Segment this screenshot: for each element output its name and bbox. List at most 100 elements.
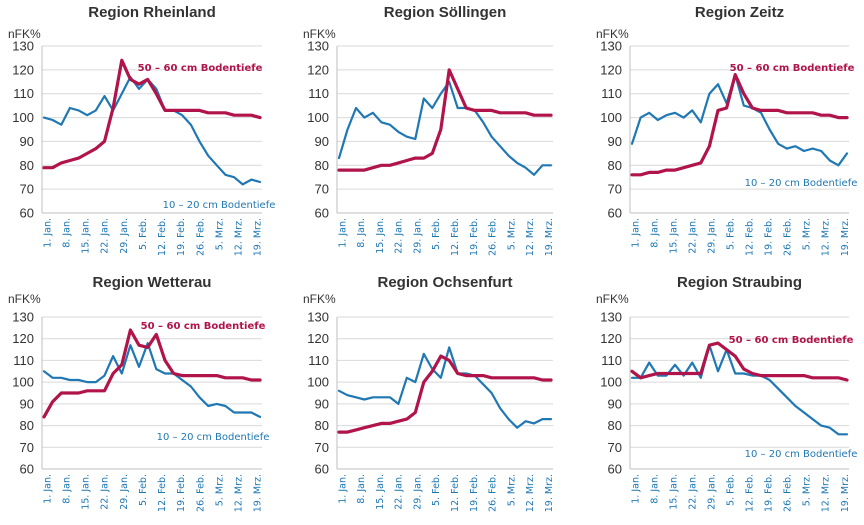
y-tick-label: 100 [12, 375, 34, 390]
y-tick-label: 120 [600, 62, 622, 77]
x-tick-label: 12. Feb. [745, 474, 756, 512]
x-tick-label: 15. Jan. [375, 218, 386, 254]
x-tick-label: 26. Feb. [783, 474, 794, 512]
x-tick-label: 12. Feb. [157, 218, 168, 256]
x-tick-label: 26. Feb. [195, 474, 206, 512]
x-tick-label: 12. Mrz. [821, 474, 832, 512]
series-line-50-60cm [630, 72, 849, 177]
y-tick-label: 80 [20, 418, 34, 433]
x-tick-label: 1. Jan. [630, 474, 641, 504]
y-tick-label: 90 [608, 396, 622, 411]
x-tick-label: 22. Jan. [687, 474, 698, 510]
x-tick-label: 8. Jan. [356, 474, 367, 504]
y-tick-label: 120 [12, 331, 34, 346]
x-tick-label: 12. Mrz. [525, 474, 536, 512]
series-line-50-60cm [42, 328, 262, 419]
x-tick-label: 19. Feb. [469, 474, 480, 512]
y-tick-label: 90 [315, 134, 329, 149]
x-tick-label: 5. Mrz. [802, 218, 813, 250]
y-tick-label: 110 [13, 353, 34, 368]
y-tick-label: 70 [20, 440, 34, 455]
x-tick-label: 1. Jan. [337, 474, 348, 504]
y-tick-label: 100 [307, 375, 329, 390]
chart-title: Region Zeitz [695, 4, 784, 21]
x-tick-label: 12. Mrz. [821, 218, 832, 256]
x-tick-label: 5. Mrz. [506, 218, 517, 250]
x-tick-label: 26. Feb. [488, 474, 499, 512]
x-tick-label: 1. Jan. [42, 218, 53, 248]
y-tick-label: 110 [308, 353, 329, 368]
series-line-10-20cm [630, 344, 849, 436]
x-tick-label: 15. Jan. [668, 218, 679, 254]
series-line-10-20cm [42, 75, 262, 186]
x-tick-label: 19. Feb. [469, 218, 480, 256]
annotation-10-20cm: 10 – 20 cm Bodentiefe [745, 449, 858, 460]
x-tick-label: 29. Jan. [119, 218, 130, 254]
y-tick-label: 90 [315, 396, 329, 411]
x-tick-label: 29. Jan. [119, 474, 130, 510]
y-tick-label: 110 [601, 86, 622, 101]
series-line-50-60cm [630, 341, 849, 382]
x-tick-label: 12. Feb. [450, 218, 461, 256]
x-tick-label: 19. Mrz. [840, 218, 851, 256]
y-tick-label: 110 [308, 86, 329, 101]
y-tick-label: 100 [600, 110, 622, 125]
x-tick-label: 26. Feb. [195, 218, 206, 256]
x-tick-label: 5. Mrz. [214, 218, 225, 250]
chart-panel: Region Söllingen nFK% 60 70 80 90 100 110 120 130… [303, 4, 555, 256]
x-tick-label: 15. Jan. [668, 474, 679, 510]
y-tick-label: 60 [608, 462, 622, 477]
chart-panel: Region Rheinland nFK% 60 70 80 90 100 110 120 130… [8, 4, 275, 256]
y-tick-label: 130 [307, 39, 329, 54]
x-tick-label: 19. Mrz. [840, 474, 851, 512]
x-tick-label: 29. Jan. [706, 218, 717, 254]
y-tick-label: 90 [20, 134, 34, 149]
x-tick-label: 19. Mrz. [253, 474, 264, 512]
x-tick-label: 22. Jan. [687, 218, 698, 254]
x-tick-label: 12. Mrz. [234, 474, 245, 512]
x-tick-label: 22. Jan. [394, 218, 405, 254]
x-tick-label: 15. Jan. [81, 218, 92, 254]
x-tick-label: 5. Feb. [431, 474, 442, 506]
y-tick-label: 100 [600, 375, 622, 390]
y-tick-label: 80 [315, 418, 329, 433]
x-tick-label: 15. Jan. [375, 474, 386, 510]
y-axis-unit: nFK% [596, 292, 629, 306]
x-tick-label: 1. Jan. [630, 218, 641, 248]
y-tick-label: 80 [20, 158, 34, 173]
x-tick-label: 12. Feb. [450, 474, 461, 512]
x-tick-label: 12. Mrz. [234, 218, 245, 256]
y-tick-label: 120 [307, 62, 329, 77]
x-tick-label: 8. Jan. [649, 218, 660, 248]
x-tick-label: 19. Mrz. [544, 218, 555, 256]
x-tick-label: 8. Jan. [61, 474, 72, 504]
x-tick-label: 5. Feb. [431, 218, 442, 250]
x-tick-label: 26. Feb. [488, 218, 499, 256]
annotation-50-60cm: 50 – 60 cm Bodentiefe [138, 63, 263, 74]
x-tick-label: 12. Feb. [745, 218, 756, 256]
series-line-50-60cm [337, 68, 553, 172]
x-tick-label: 19. Mrz. [253, 218, 264, 256]
x-tick-label: 1. Jan. [42, 474, 53, 504]
y-tick-label: 130 [600, 39, 622, 54]
series-line-10-20cm [42, 342, 262, 418]
series-line-10-20cm [337, 80, 553, 176]
y-tick-label: 130 [12, 39, 34, 54]
y-axis-unit: nFK% [8, 27, 41, 41]
y-tick-label: 130 [600, 310, 622, 325]
chart-title: Region Wetterau [93, 274, 212, 291]
x-tick-label: 19. Feb. [764, 218, 775, 256]
y-tick-label: 80 [608, 158, 622, 173]
y-tick-label: 60 [315, 462, 329, 477]
y-tick-label: 60 [608, 206, 622, 221]
y-axis-unit: nFK% [303, 27, 336, 41]
y-tick-label: 130 [12, 310, 34, 325]
y-tick-label: 100 [12, 110, 34, 125]
x-tick-label: 29. Jan. [412, 474, 423, 510]
chart-panel: Region Straubing nFK% 60 70 80 90 100 110 120 130… [596, 274, 857, 512]
y-tick-label: 120 [12, 62, 34, 77]
y-tick-label: 110 [601, 353, 622, 368]
y-tick-label: 100 [307, 110, 329, 125]
